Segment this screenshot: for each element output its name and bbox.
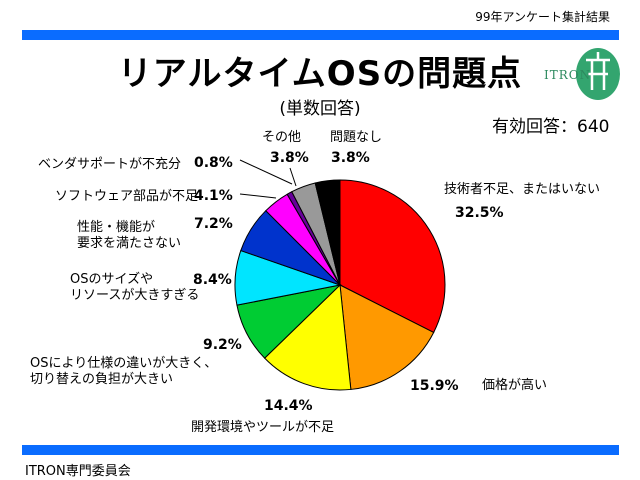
label-tech-shortage: 技術者不足、またはいない bbox=[444, 182, 600, 198]
itron-logo: ITRON bbox=[544, 44, 620, 104]
pct-price: 15.9% bbox=[410, 378, 459, 394]
page-title: リアルタイムOSの問題点 bbox=[117, 54, 523, 94]
label-spec-diff: OSにより仕様の違いが大きく、 切り替えの負担が大きい bbox=[30, 356, 217, 388]
pct-spec-diff: 9.2% bbox=[203, 337, 242, 353]
leader-line-parts bbox=[239, 193, 277, 199]
page-subtitle: (単数回答) bbox=[279, 99, 361, 119]
top-accent-bar bbox=[22, 30, 619, 40]
label-line: OSのサイズや bbox=[70, 272, 154, 287]
label-line: リソースが大きすぎる bbox=[70, 288, 200, 303]
label-parts: ソフトウェア部品が不足 bbox=[55, 189, 198, 205]
logo-glyph-icon bbox=[586, 52, 610, 90]
label-no-problem: 問題なし bbox=[330, 130, 382, 146]
pie-slice-price bbox=[339, 284, 435, 390]
label-line: ベンダサポートが不充分 bbox=[38, 157, 182, 172]
footer-committee: ITRON専門委員会 bbox=[25, 464, 131, 479]
logo-text: ITRON bbox=[544, 68, 592, 82]
label-line: 性能・機能が bbox=[77, 220, 156, 235]
pct-performance: 7.2% bbox=[194, 216, 233, 232]
label-tools: 開発環境やツールが不足 bbox=[191, 420, 334, 436]
label-line: その他 bbox=[262, 130, 302, 145]
label-line: ソフトウェア部品が不足 bbox=[55, 189, 199, 204]
survey-header-note: 99年アンケート集計結果 bbox=[475, 10, 610, 24]
label-line: 要求を満たさない bbox=[77, 236, 182, 251]
label-size: OSのサイズや リソースが大きすぎる bbox=[70, 272, 199, 304]
leader-line-vendor bbox=[239, 159, 293, 185]
pct-parts: 4.1% bbox=[194, 188, 233, 204]
label-line: 価格が高い bbox=[482, 378, 548, 393]
total-responses: 有効回答：640 bbox=[492, 117, 610, 137]
bottom-accent-bar bbox=[22, 445, 619, 455]
label-other: その他 bbox=[262, 130, 301, 146]
pie-slice-no-problem bbox=[314, 179, 341, 286]
pie-slice-tech-shortage bbox=[339, 179, 446, 334]
pct-vendor: 0.8% bbox=[194, 155, 233, 171]
pct-tech-shortage: 32.5% bbox=[455, 205, 504, 221]
pct-no-problem: 3.8% bbox=[331, 150, 370, 166]
pct-other: 3.8% bbox=[270, 150, 309, 166]
label-price: 価格が高い bbox=[482, 378, 547, 394]
pct-size: 8.4% bbox=[193, 272, 232, 288]
label-line: 問題なし bbox=[330, 130, 383, 145]
leader-line-other bbox=[289, 167, 297, 187]
label-line: 切り替えの負担が大きい bbox=[30, 372, 174, 387]
label-vendor: ベンダサポートが不充分 bbox=[38, 157, 181, 173]
label-line: 技術者不足、またはいない bbox=[444, 182, 601, 197]
label-line: OSにより仕様の違いが大きく、 bbox=[30, 356, 218, 371]
label-line: 開発環境やツールが不足 bbox=[191, 420, 335, 435]
pct-tools: 14.4% bbox=[264, 398, 313, 414]
label-performance: 性能・機能が 要求を満たさない bbox=[77, 220, 181, 252]
pie-slice-tools bbox=[263, 283, 352, 391]
